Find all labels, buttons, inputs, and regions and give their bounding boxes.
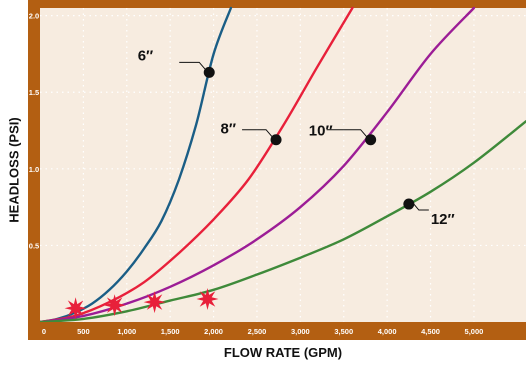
y-axis-title-wrap: HEADLOSS (PSI) [0,0,28,340]
x-tick-label: 0 [42,327,46,336]
series-marker-4 [403,198,415,210]
plot-area [40,8,526,322]
series-label-2: 8″ [221,121,237,138]
star-marker-1 [64,297,87,320]
series-line-1 [40,6,233,322]
star-markers [64,288,219,320]
x-tick-label: 1,500 [161,327,180,336]
x-tick-label: 3,500 [334,327,353,336]
series-line-4 [40,120,526,322]
series-marker-3 [365,134,377,146]
y-tick-label: 2.0 [29,12,39,21]
x-tick-label: 500 [77,327,90,336]
x-tick-label: 4,500 [421,327,440,336]
x-tick-label: 4,000 [378,327,397,336]
leader-line-1 [179,61,206,70]
series-marker-2 [270,134,282,146]
y-tick-label: 0.5 [29,241,39,250]
series-markers: 6″ 8″ 10″ 12″ [138,47,455,228]
y-tick-label: 1.5 [29,88,39,97]
tick-labels: 0 500 1,000 1,500 2,000 2,500 3,000 3,500 4,000 4… [29,12,484,336]
x-axis-title: FLOW RATE (GPM) [223,345,343,360]
star-marker-2 [103,294,126,317]
series-line-2 [40,6,354,322]
y-tick-label: 1.0 [29,165,39,174]
series-label-3: 10″ [309,123,333,140]
series-marker-1 [203,66,215,78]
star-marker-4 [196,288,219,310]
x-tick-label: 3,000 [291,327,310,336]
leader-line-2 [242,129,273,138]
y-axis-title: HEADLOSS (PSI) [6,117,22,223]
x-tick-label: 5,000 [465,327,484,336]
leader-line-3 [326,129,368,138]
x-tick-label: 2,000 [204,327,223,336]
leader-line-4 [413,203,429,211]
star-marker-3 [143,291,166,314]
x-tick-label: 2,500 [248,327,267,336]
series-label-1: 6″ [138,47,154,64]
grid [40,8,526,322]
series-label-4: 12″ [431,211,455,228]
x-tick-label: 1,000 [117,327,136,336]
